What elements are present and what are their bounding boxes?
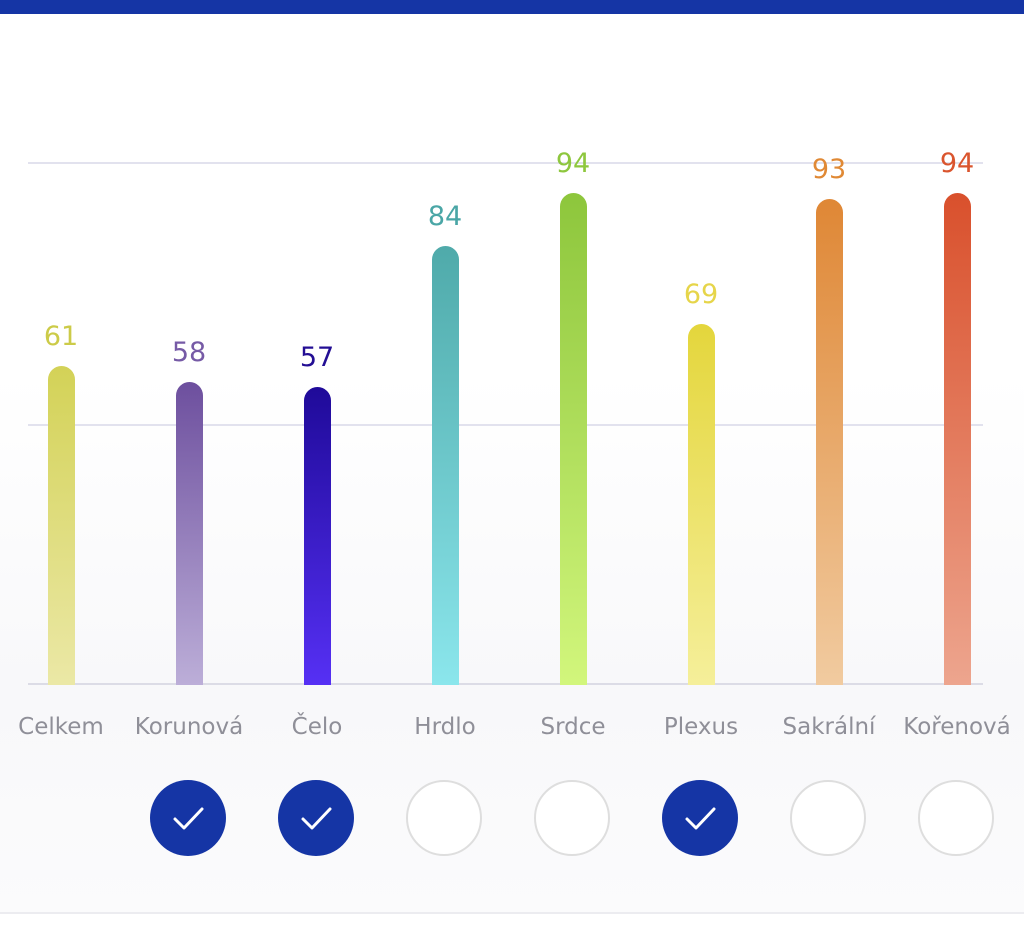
value-label: 94 xyxy=(555,148,591,180)
bar-celkem xyxy=(47,365,75,685)
value-label: 93 xyxy=(811,153,847,185)
bar-sakrální xyxy=(815,198,843,685)
gridline-middle xyxy=(28,424,983,426)
category-label: Čelo xyxy=(291,714,343,740)
chart-baseline xyxy=(28,683,983,685)
bar-korunová xyxy=(175,381,203,685)
value-label: 84 xyxy=(427,200,463,232)
bar-srdce xyxy=(559,193,587,685)
category-label: Hrdlo xyxy=(414,714,476,740)
category-label: Plexus xyxy=(663,714,739,740)
gridline-top xyxy=(28,162,983,164)
bar-kořenová xyxy=(943,193,971,685)
category-label: Sakrální xyxy=(782,714,876,740)
chakra-toggle-srdce[interactable] xyxy=(534,780,610,856)
category-label: Srdce xyxy=(540,714,606,740)
bar-čelo xyxy=(303,386,331,685)
check-icon xyxy=(173,807,204,830)
value-label: 61 xyxy=(43,320,79,352)
chakra-toggle-korunová[interactable] xyxy=(150,780,226,856)
bar-plexus xyxy=(687,324,715,685)
chakra-toggle-sakrální[interactable] xyxy=(790,780,866,856)
chakra-toggle-čelo[interactable] xyxy=(278,780,354,856)
value-label: 94 xyxy=(939,148,975,180)
check-icon xyxy=(301,807,332,830)
value-label: 57 xyxy=(299,341,335,373)
value-label: 69 xyxy=(683,279,719,311)
category-label: Korunová xyxy=(134,714,244,740)
chakra-toggle-kořenová[interactable] xyxy=(918,780,994,856)
check-icon xyxy=(685,807,716,830)
bottom-divider xyxy=(0,912,1024,914)
value-label: 58 xyxy=(171,336,207,368)
bar-hrdlo xyxy=(431,245,459,685)
chakra-toggle-hrdlo[interactable] xyxy=(406,780,482,856)
chakra-chart xyxy=(0,14,1024,914)
chakra-toggle-plexus[interactable] xyxy=(662,780,738,856)
category-label: Kořenová xyxy=(903,714,1011,740)
top-app-bar xyxy=(0,0,1024,14)
category-label: Celkem xyxy=(18,714,104,740)
